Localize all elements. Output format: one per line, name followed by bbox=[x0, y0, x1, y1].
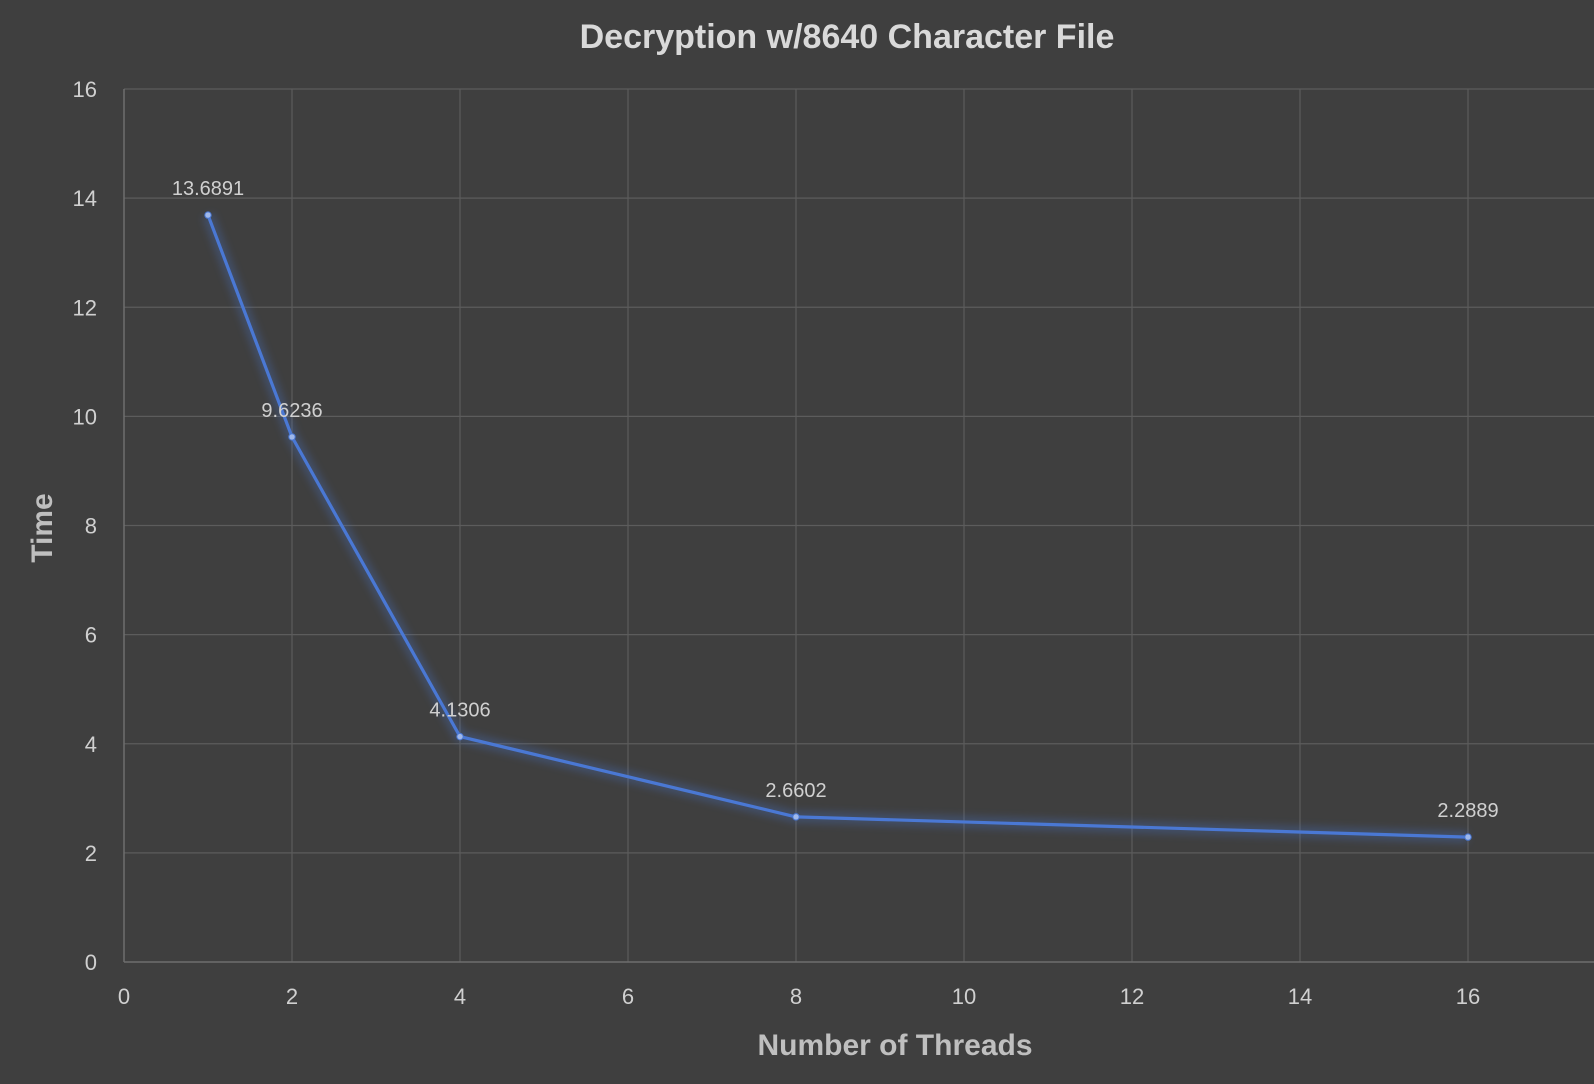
x-axis-ticks: 0 2 4 6 8 10 12 14 16 bbox=[118, 984, 1480, 1009]
x-tick-label: 14 bbox=[1288, 984, 1312, 1009]
data-point bbox=[288, 433, 296, 441]
x-tick-label: 6 bbox=[622, 984, 634, 1009]
data-point bbox=[456, 732, 464, 741]
data-point bbox=[1464, 833, 1472, 841]
x-tick-label: 12 bbox=[1120, 984, 1144, 1009]
data-label: 2.2889 bbox=[1437, 800, 1498, 822]
y-tick-label: 6 bbox=[85, 623, 97, 648]
x-tick-label: 2 bbox=[286, 984, 298, 1009]
y-tick-label: 12 bbox=[73, 295, 97, 320]
x-tick-label: 0 bbox=[118, 984, 130, 1009]
x-tick-label: 4 bbox=[454, 984, 466, 1009]
axes bbox=[123, 89, 1594, 963]
data-label: 9.6236 bbox=[261, 400, 322, 422]
series bbox=[202, 211, 1472, 844]
data-point bbox=[792, 813, 800, 821]
data-label: 2.6602 bbox=[765, 780, 826, 802]
data-point bbox=[204, 211, 212, 219]
y-tick-label: 8 bbox=[85, 514, 97, 539]
data-label: 4.1306 bbox=[429, 700, 490, 722]
y-tick-label: 4 bbox=[85, 732, 97, 757]
y-axis-title: Time bbox=[26, 493, 59, 562]
x-tick-label: 10 bbox=[952, 984, 976, 1009]
y-tick-label: 2 bbox=[85, 841, 97, 866]
data-label: 13.6891 bbox=[172, 178, 244, 200]
chart-title: Decryption w/8640 Character File bbox=[580, 18, 1115, 56]
x-tick-label: 16 bbox=[1456, 984, 1480, 1009]
data-labels: 13.6891 9.6236 4.1306 2.6602 2.2889 bbox=[172, 178, 1499, 822]
y-tick-label: 0 bbox=[85, 950, 97, 975]
x-tick-label: 8 bbox=[790, 984, 802, 1009]
y-tick-label: 16 bbox=[73, 77, 97, 102]
y-tick-label: 14 bbox=[73, 186, 97, 211]
x-axis-title: Number of Threads bbox=[757, 1029, 1032, 1062]
y-axis-ticks: 0 2 4 6 8 10 12 14 16 bbox=[73, 77, 97, 975]
y-tick-label: 10 bbox=[73, 404, 97, 429]
